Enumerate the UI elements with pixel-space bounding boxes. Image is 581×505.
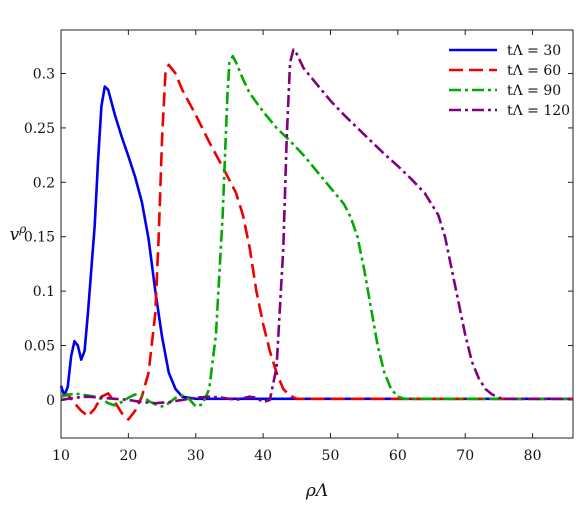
legend: tΛ = 30 tΛ = 60 tΛ = 90 tΛ = 120 bbox=[449, 43, 570, 119]
x-tick-label: 30 bbox=[187, 448, 205, 464]
x-tick-label: 80 bbox=[524, 448, 542, 464]
x-tick-label: 40 bbox=[254, 448, 272, 464]
x-tick-label: 60 bbox=[389, 448, 407, 464]
legend-label-4: tΛ = 120 bbox=[507, 103, 570, 119]
series-line-2 bbox=[60, 63, 573, 421]
axis-ticks: 10 20 30 40 50 60 70 80 0 0.05 0.1 0.15 0.2 0.25 0.3 bbox=[24, 30, 573, 464]
y-tick-label: 0.1 bbox=[33, 284, 55, 300]
x-tick-label: 50 bbox=[322, 448, 340, 464]
y-tick-label: 0.05 bbox=[24, 339, 55, 355]
y-tick-label: 0.3 bbox=[33, 67, 55, 83]
x-axis-title: ρΛ bbox=[305, 481, 328, 501]
legend-label-1: tΛ = 30 bbox=[507, 43, 561, 59]
x-tick-label: 70 bbox=[456, 448, 474, 464]
y-axis-title-superscript: ρ bbox=[18, 222, 26, 236]
series-line-3 bbox=[60, 54, 573, 408]
series-layer bbox=[59, 48, 573, 421]
y-axis-title-base: v bbox=[10, 225, 20, 245]
series-line-1 bbox=[59, 85, 573, 401]
x-tick-label: 20 bbox=[119, 448, 137, 464]
legend-label-3: tΛ = 90 bbox=[507, 83, 561, 99]
y-axis-title: vρ bbox=[10, 222, 27, 245]
y-tick-label: 0.25 bbox=[24, 121, 55, 137]
plot-frame bbox=[60, 29, 574, 439]
series-line-4 bbox=[60, 48, 573, 405]
y-tick-label: 0.15 bbox=[24, 230, 55, 246]
x-tick-label: 10 bbox=[52, 448, 70, 464]
y-tick-label: 0.2 bbox=[33, 175, 55, 191]
legend-label-2: tΛ = 60 bbox=[507, 63, 561, 79]
y-tick-label: 0 bbox=[46, 393, 55, 409]
